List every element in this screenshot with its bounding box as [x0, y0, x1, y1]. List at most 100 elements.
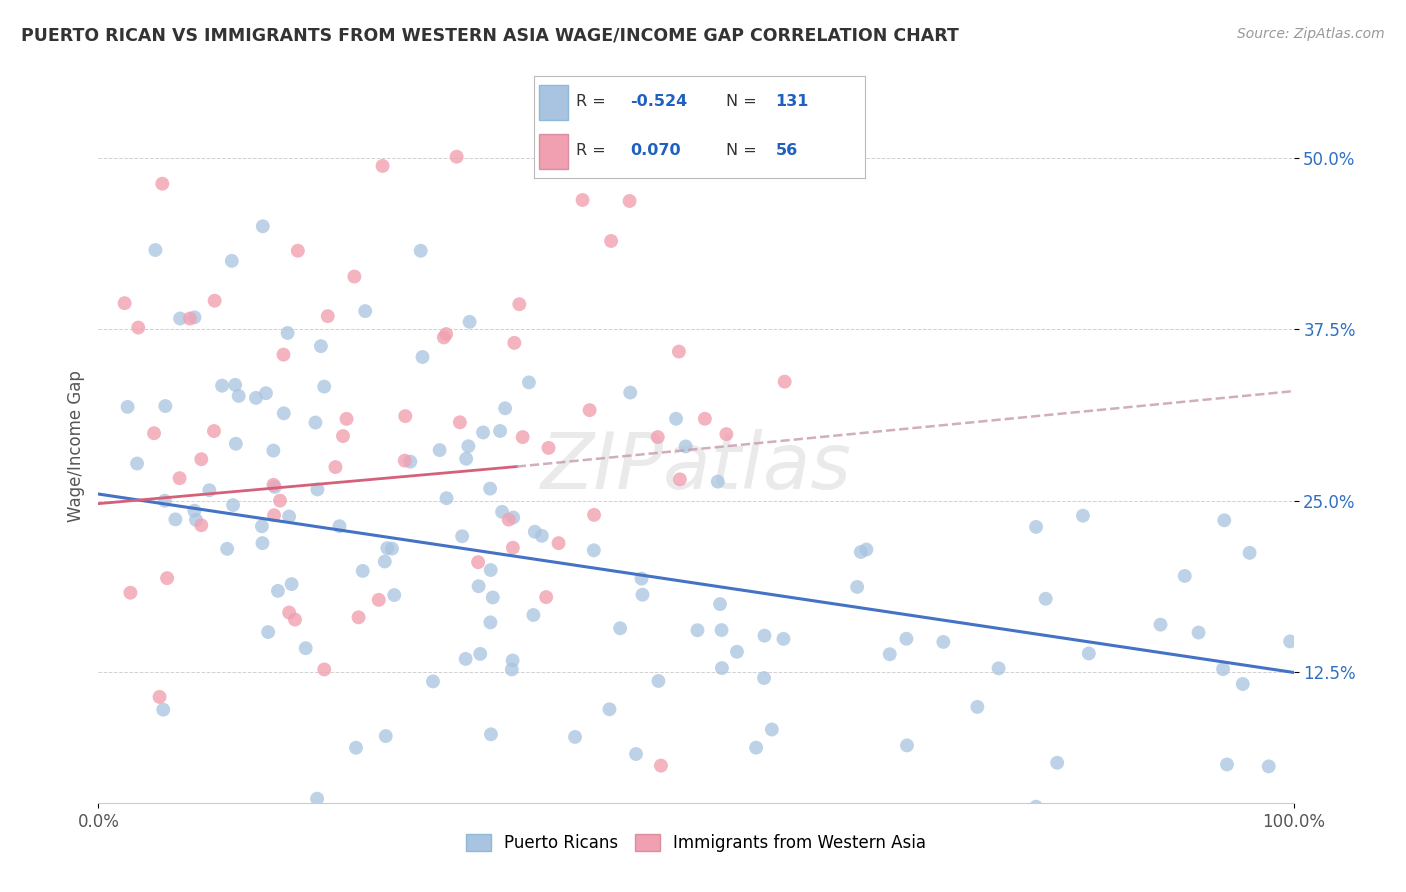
Point — [502, 541, 524, 555]
Point — [287, 244, 309, 258]
Point — [371, 159, 394, 173]
Point — [307, 791, 329, 805]
Text: R =: R = — [575, 143, 606, 158]
Point — [1035, 591, 1057, 606]
Point — [1279, 634, 1302, 648]
Point — [250, 519, 273, 533]
Point — [534, 590, 557, 604]
Y-axis label: Wage/Income Gap: Wage/Income Gap — [66, 370, 84, 522]
Point — [314, 662, 336, 676]
Point — [262, 443, 284, 458]
Point — [582, 543, 605, 558]
Point — [1187, 625, 1209, 640]
Point — [127, 320, 149, 334]
Point — [150, 177, 173, 191]
Point — [304, 416, 326, 430]
Point — [184, 513, 207, 527]
Point — [879, 647, 901, 661]
Point — [245, 391, 267, 405]
FancyBboxPatch shape — [538, 85, 568, 120]
Point — [498, 513, 520, 527]
Point — [169, 471, 191, 485]
Point — [1174, 569, 1197, 583]
Point — [600, 234, 623, 248]
Point — [675, 439, 697, 453]
Point — [583, 508, 606, 522]
Point — [752, 671, 775, 685]
Point — [849, 545, 872, 559]
Point — [352, 564, 374, 578]
Point — [987, 661, 1010, 675]
Point — [314, 379, 336, 393]
Point — [896, 739, 918, 753]
Point — [263, 480, 285, 494]
Legend: Puerto Ricans, Immigrants from Western Asia: Puerto Ricans, Immigrants from Western A… — [460, 827, 932, 859]
Point — [1213, 513, 1236, 527]
Point — [494, 401, 516, 416]
Point — [120, 585, 142, 599]
Point — [328, 519, 350, 533]
Point — [721, 809, 744, 823]
Point — [190, 452, 212, 467]
Point — [1239, 546, 1261, 560]
Point — [630, 572, 652, 586]
Point — [467, 579, 489, 593]
Point — [479, 615, 502, 630]
Point — [309, 339, 332, 353]
Point — [467, 555, 489, 569]
Point — [472, 425, 495, 440]
Point — [564, 730, 586, 744]
Point — [966, 699, 988, 714]
Point — [1025, 520, 1047, 534]
Point — [433, 330, 456, 344]
Point — [382, 588, 405, 602]
Point — [540, 809, 562, 823]
Point — [394, 453, 416, 467]
Point — [257, 625, 280, 640]
Point — [294, 641, 316, 656]
Point — [316, 309, 339, 323]
Point — [896, 632, 918, 646]
Point — [225, 436, 247, 450]
Point — [148, 690, 170, 704]
Point — [1202, 809, 1225, 823]
Point — [846, 580, 869, 594]
Point — [221, 253, 243, 268]
Point — [381, 541, 404, 556]
Text: 56: 56 — [776, 143, 797, 158]
Point — [492, 809, 515, 823]
Point — [267, 583, 290, 598]
Point — [273, 348, 295, 362]
Point — [114, 296, 136, 310]
Point — [409, 244, 432, 258]
Point — [571, 193, 593, 207]
Point — [394, 409, 416, 423]
Point — [374, 729, 396, 743]
Text: -0.524: -0.524 — [630, 94, 688, 109]
Point — [457, 439, 479, 453]
Point — [479, 727, 502, 741]
Point — [905, 809, 928, 823]
Point — [269, 493, 291, 508]
Point — [412, 350, 434, 364]
Point — [183, 504, 205, 518]
Point — [165, 512, 187, 526]
Point — [761, 723, 783, 737]
Point — [325, 460, 347, 475]
Point — [481, 591, 503, 605]
Point — [470, 647, 492, 661]
Point — [335, 412, 357, 426]
Text: 0.070: 0.070 — [630, 143, 681, 158]
Point — [252, 536, 274, 550]
Point — [169, 311, 191, 326]
Point — [754, 629, 776, 643]
Point — [434, 327, 457, 342]
Point — [479, 563, 502, 577]
Point — [517, 376, 540, 390]
Point — [693, 411, 716, 425]
Point — [224, 377, 246, 392]
Point — [1149, 617, 1171, 632]
Point — [458, 315, 481, 329]
Point — [278, 509, 301, 524]
Point — [354, 304, 377, 318]
